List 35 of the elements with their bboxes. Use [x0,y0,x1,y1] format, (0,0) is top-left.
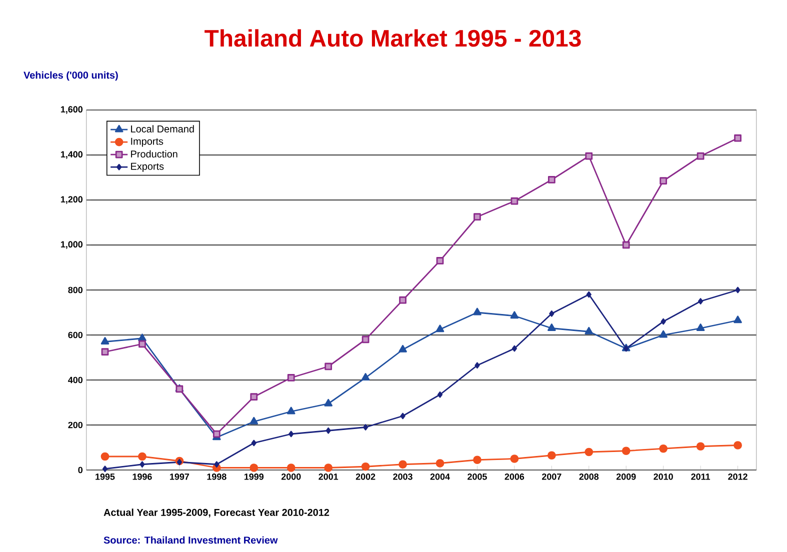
y-tick-label: 800 [68,286,83,294]
legend-label: Exports [131,162,164,172]
x-tick-label: 2010 [654,474,673,480]
x-tick-label: 2002 [356,474,376,480]
y-tick-label: 200 [68,422,83,428]
y-tick-label: 400 [68,376,83,384]
y-tick-label: 1,000 [60,241,83,249]
y-tick-label: 600 [68,332,83,338]
y-axis-title: Vehicles ('000 units) [24,71,118,81]
x-tick-label: 1998 [207,474,226,480]
x-tick-label: 1997 [170,474,190,480]
legend-label: Imports [131,138,164,147]
x-tick-label: 2005 [468,474,487,480]
x-tick-label: 2001 [318,474,338,480]
x-tick-label: 2008 [579,474,599,480]
x-tick-label: 2006 [504,474,524,480]
y-tick-label: 1,200 [60,196,83,204]
x-tick-label: 2003 [393,474,412,480]
x-tick-label: 2007 [542,474,562,480]
legend-label: Production [131,150,178,158]
x-tick-label: 2009 [616,474,636,480]
y-tick-label: 1,600 [60,106,83,114]
y-tick-label: 1,400 [60,151,83,159]
y-tick-label: 0 [78,466,83,474]
legend-label: Local Demand [131,125,194,132]
x-tick-label: 1996 [132,474,152,480]
x-tick-label: 1999 [244,474,264,480]
text: Actual Year 1995-2009, Forecast Year 2010-2012 [104,508,330,518]
chart-title: Thailand Auto Market 1995 - 2013 [204,29,581,47]
x-tick-label: 2000 [281,474,301,480]
source-note: Source: Thailand Investment Review [104,536,278,544]
x-tick-label: 2012 [728,474,748,480]
x-tick-label: 2011 [691,474,710,480]
x-tick-label: 1995 [96,474,115,480]
x-tick-label: 2004 [430,474,450,480]
